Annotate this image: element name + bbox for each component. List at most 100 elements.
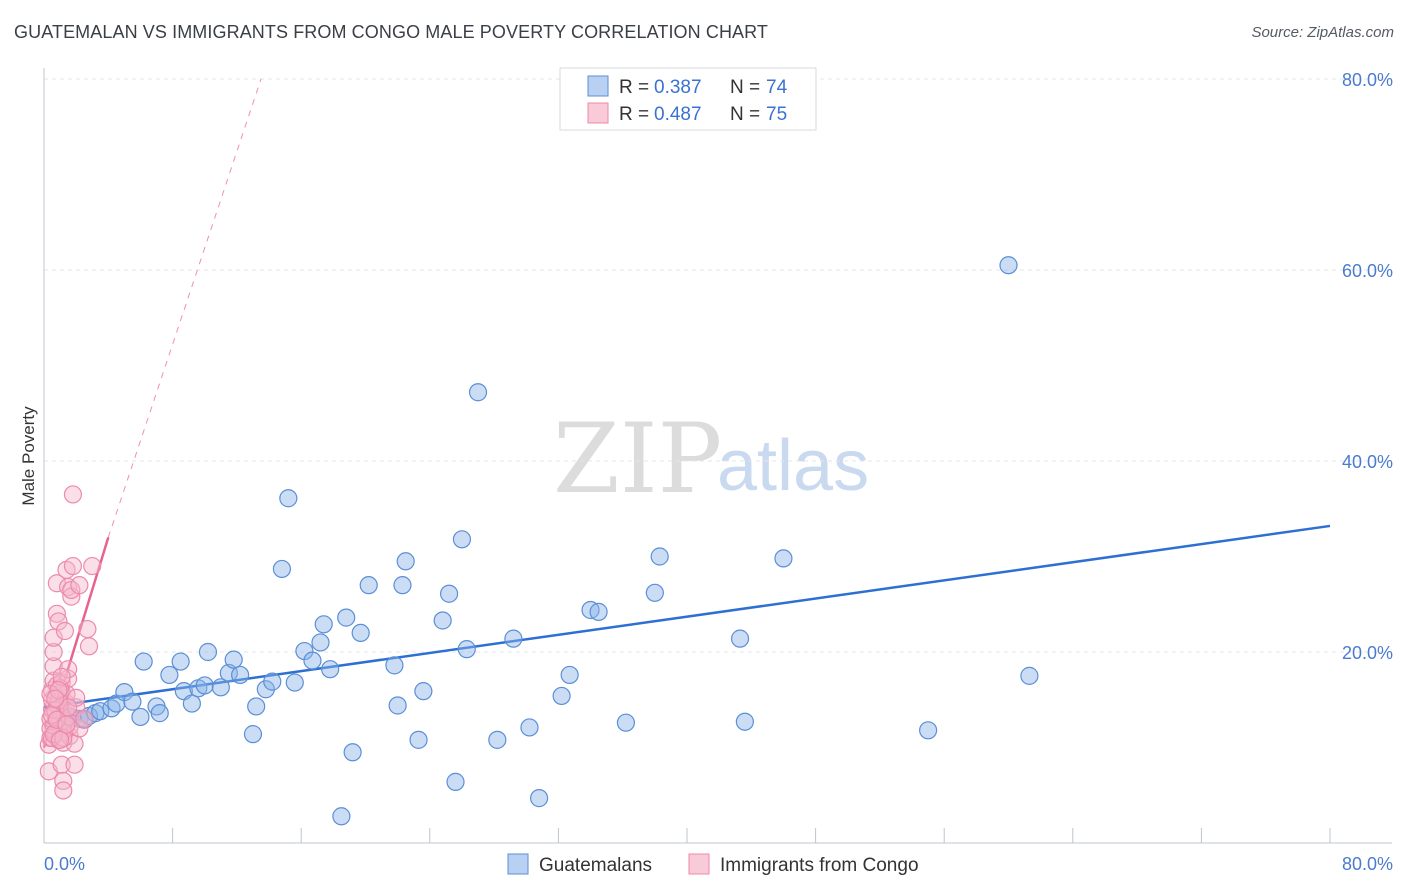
point-0-31 bbox=[256, 680, 275, 699]
point-0-54 bbox=[446, 772, 465, 791]
point-0-67 bbox=[650, 547, 669, 566]
point-0-68 bbox=[730, 629, 750, 648]
point-0-39 bbox=[314, 615, 333, 634]
point-0-61 bbox=[552, 686, 571, 706]
y-tick-label-60: 60.0% bbox=[1342, 261, 1393, 281]
point-0-58 bbox=[504, 629, 523, 648]
y-axis-label: Male Poverty bbox=[19, 406, 38, 506]
legend-r-value-1: 0.487 bbox=[654, 104, 702, 125]
point-0-46 bbox=[385, 656, 404, 675]
point-0-17 bbox=[150, 704, 169, 723]
point-1-47 bbox=[63, 556, 83, 576]
point-0-35 bbox=[285, 673, 304, 692]
point-1-64 bbox=[52, 667, 71, 686]
point-1-53 bbox=[70, 576, 89, 595]
point-0-19 bbox=[171, 652, 190, 671]
point-0-29 bbox=[243, 725, 263, 744]
bottom-legend-swatch-congo bbox=[688, 853, 710, 875]
point-1-68 bbox=[47, 710, 66, 729]
source-label: Source: ZipAtlas.com bbox=[1251, 24, 1394, 41]
point-1-55 bbox=[75, 709, 94, 728]
series-congo-points bbox=[39, 485, 102, 800]
legend-n-value-1: 75 bbox=[766, 104, 787, 125]
point-0-23 bbox=[198, 642, 218, 662]
point-0-33 bbox=[272, 559, 292, 579]
y-tick-label-20: 20.0% bbox=[1342, 643, 1393, 663]
chart-title: GUATEMALAN VS IMMIGRANTS FROM CONGO MALE… bbox=[14, 22, 769, 42]
point-1-74 bbox=[46, 689, 65, 708]
point-0-66 bbox=[645, 583, 664, 602]
point-0-18 bbox=[160, 665, 179, 685]
point-1-35 bbox=[55, 621, 74, 641]
point-0-62 bbox=[560, 665, 579, 685]
legend-n-label-1: N = bbox=[730, 104, 760, 125]
point-0-52 bbox=[433, 611, 452, 630]
point-0-21 bbox=[182, 694, 201, 713]
x-tick-label-max: 80.0% bbox=[1342, 854, 1393, 874]
x-ticks bbox=[43, 828, 1331, 843]
point-0-44 bbox=[351, 623, 370, 643]
point-0-13 bbox=[123, 692, 142, 711]
point-1-11 bbox=[44, 628, 63, 647]
point-0-69 bbox=[735, 712, 754, 731]
point-0-37 bbox=[303, 651, 322, 670]
point-1-71 bbox=[59, 698, 78, 717]
point-0-64 bbox=[589, 602, 608, 621]
point-0-53 bbox=[439, 584, 459, 603]
point-1-41 bbox=[59, 577, 78, 597]
watermark-zip: ZIP bbox=[553, 403, 722, 515]
point-0-25 bbox=[211, 678, 230, 697]
point-1-69 bbox=[54, 728, 73, 748]
point-1-48 bbox=[63, 485, 83, 504]
point-0-40 bbox=[321, 660, 340, 679]
point-1-10 bbox=[44, 642, 63, 662]
point-1-70 bbox=[57, 715, 76, 734]
point-0-70 bbox=[774, 549, 793, 568]
point-0-14 bbox=[134, 652, 153, 671]
bottom-legend-label-congo: Immigrants from Congo bbox=[720, 855, 919, 876]
point-0-55 bbox=[452, 530, 472, 549]
point-0-34 bbox=[279, 489, 298, 508]
point-1-40 bbox=[59, 660, 78, 679]
gridlines bbox=[44, 78, 1392, 653]
point-0-74 bbox=[468, 383, 488, 402]
point-1-18 bbox=[47, 604, 66, 623]
point-1-50 bbox=[65, 755, 84, 774]
legend-swatch-congo bbox=[587, 102, 609, 124]
point-0-45 bbox=[359, 576, 378, 595]
point-0-47 bbox=[388, 696, 407, 715]
point-0-57 bbox=[488, 730, 507, 749]
point-0-42 bbox=[337, 608, 356, 627]
point-1-30 bbox=[54, 781, 73, 800]
point-0-72 bbox=[999, 256, 1018, 275]
legend-r-label-0: R = bbox=[619, 77, 649, 98]
y-tick-label-40: 40.0% bbox=[1342, 452, 1393, 472]
legend-n-label-0: N = bbox=[730, 77, 760, 98]
point-0-59 bbox=[520, 718, 539, 737]
point-0-73 bbox=[1020, 666, 1039, 685]
point-0-60 bbox=[530, 789, 549, 808]
correlation-legend: R = 0.387 N = 74 R = 0.487 N = 75 bbox=[559, 67, 817, 131]
point-0-24 bbox=[195, 676, 214, 695]
point-0-51 bbox=[414, 682, 433, 701]
point-0-49 bbox=[396, 552, 415, 571]
point-0-48 bbox=[393, 576, 412, 595]
legend-r-label-1: R = bbox=[619, 104, 649, 125]
point-1-20 bbox=[49, 612, 68, 631]
trend-extension-1 bbox=[107, 78, 262, 538]
point-0-9 bbox=[91, 702, 110, 721]
point-0-26 bbox=[219, 663, 238, 683]
legend-r-value-0: 0.387 bbox=[654, 77, 702, 98]
point-0-27 bbox=[224, 650, 243, 669]
legend-swatch-guatemalans bbox=[587, 75, 609, 97]
point-0-38 bbox=[311, 633, 330, 652]
point-1-56 bbox=[78, 619, 97, 639]
point-0-15 bbox=[131, 707, 150, 727]
point-1-29 bbox=[54, 771, 73, 791]
point-0-41 bbox=[332, 807, 351, 826]
bottom-legend-swatch-guatemalans bbox=[507, 853, 529, 875]
point-0-28 bbox=[231, 665, 250, 685]
point-0-65 bbox=[616, 713, 636, 732]
point-1-28 bbox=[52, 755, 71, 774]
